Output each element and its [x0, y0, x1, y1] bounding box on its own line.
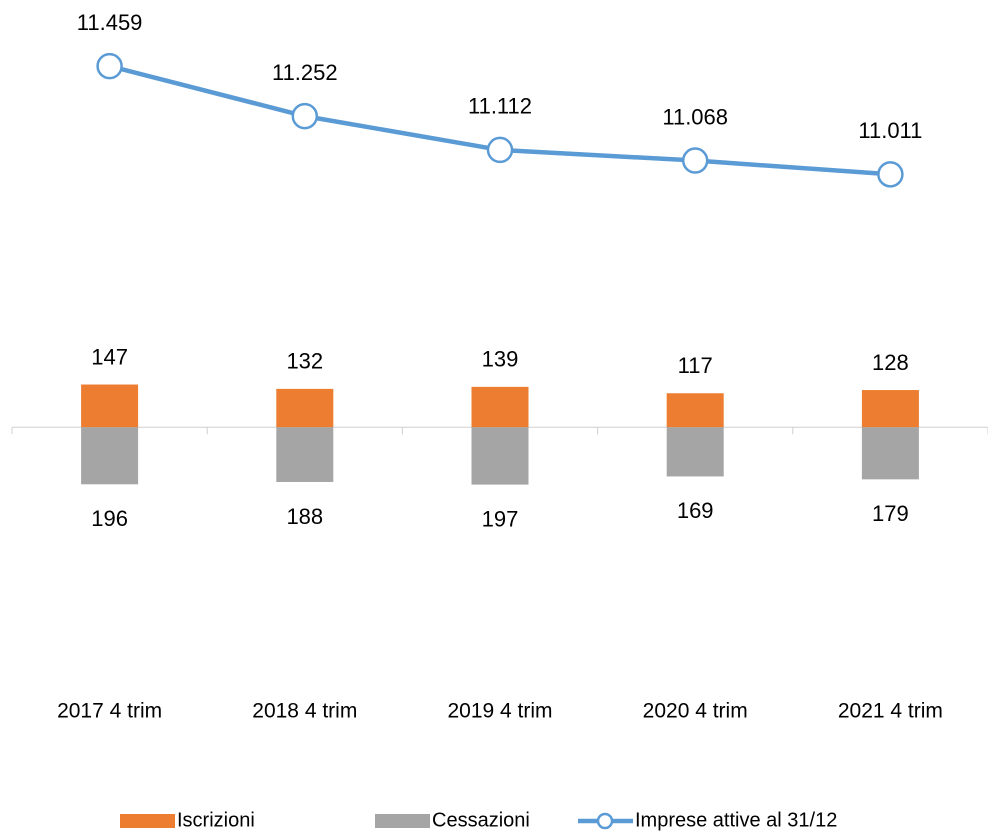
legend-label: Cessazioni: [432, 809, 530, 831]
data-label: 147: [91, 344, 128, 369]
legend-swatch: [375, 814, 430, 828]
x-tick-label: 2021 4 trim: [838, 700, 943, 723]
data-label: 196: [91, 506, 128, 531]
data-label: 128: [872, 350, 909, 375]
legend-swatch: [120, 814, 175, 828]
legend-swatch: [596, 812, 614, 830]
line-marker: [486, 136, 514, 164]
legend-label: Iscrizioni: [177, 809, 255, 831]
bar: [471, 427, 529, 485]
data-label: 179: [872, 501, 909, 526]
bar: [666, 393, 724, 428]
data-label: 132: [286, 349, 323, 374]
data-label: 188: [286, 504, 323, 529]
x-tick-label: 2020 4 trim: [643, 700, 748, 723]
bar: [471, 386, 529, 428]
x-tick-label: 2019 4 trim: [447, 700, 552, 723]
line-marker: [96, 52, 123, 80]
bar: [861, 390, 919, 428]
data-label: 11.112: [468, 94, 532, 119]
bar: [666, 427, 724, 477]
data-label: 117: [678, 353, 713, 378]
data-label: 11.252: [272, 60, 338, 85]
bar: [81, 427, 139, 485]
line-marker: [291, 102, 319, 130]
x-tick-label: 2017 4 trim: [57, 700, 162, 723]
data-label: 11.459: [77, 10, 143, 35]
x-tick-label: 2018 4 trim: [252, 700, 357, 723]
bar: [861, 427, 919, 480]
line-marker: [877, 161, 904, 188]
bar: [81, 384, 139, 428]
data-label: 139: [482, 347, 519, 372]
data-label: 11.068: [662, 104, 728, 129]
data-label: 11.011: [858, 118, 922, 143]
data-label: 169: [677, 498, 714, 523]
bar: [276, 388, 334, 428]
data-label: 197: [482, 506, 519, 531]
line-marker: [681, 147, 709, 174]
legend-label: Imprese attive al 31/12: [635, 809, 837, 831]
bar: [276, 427, 334, 482]
